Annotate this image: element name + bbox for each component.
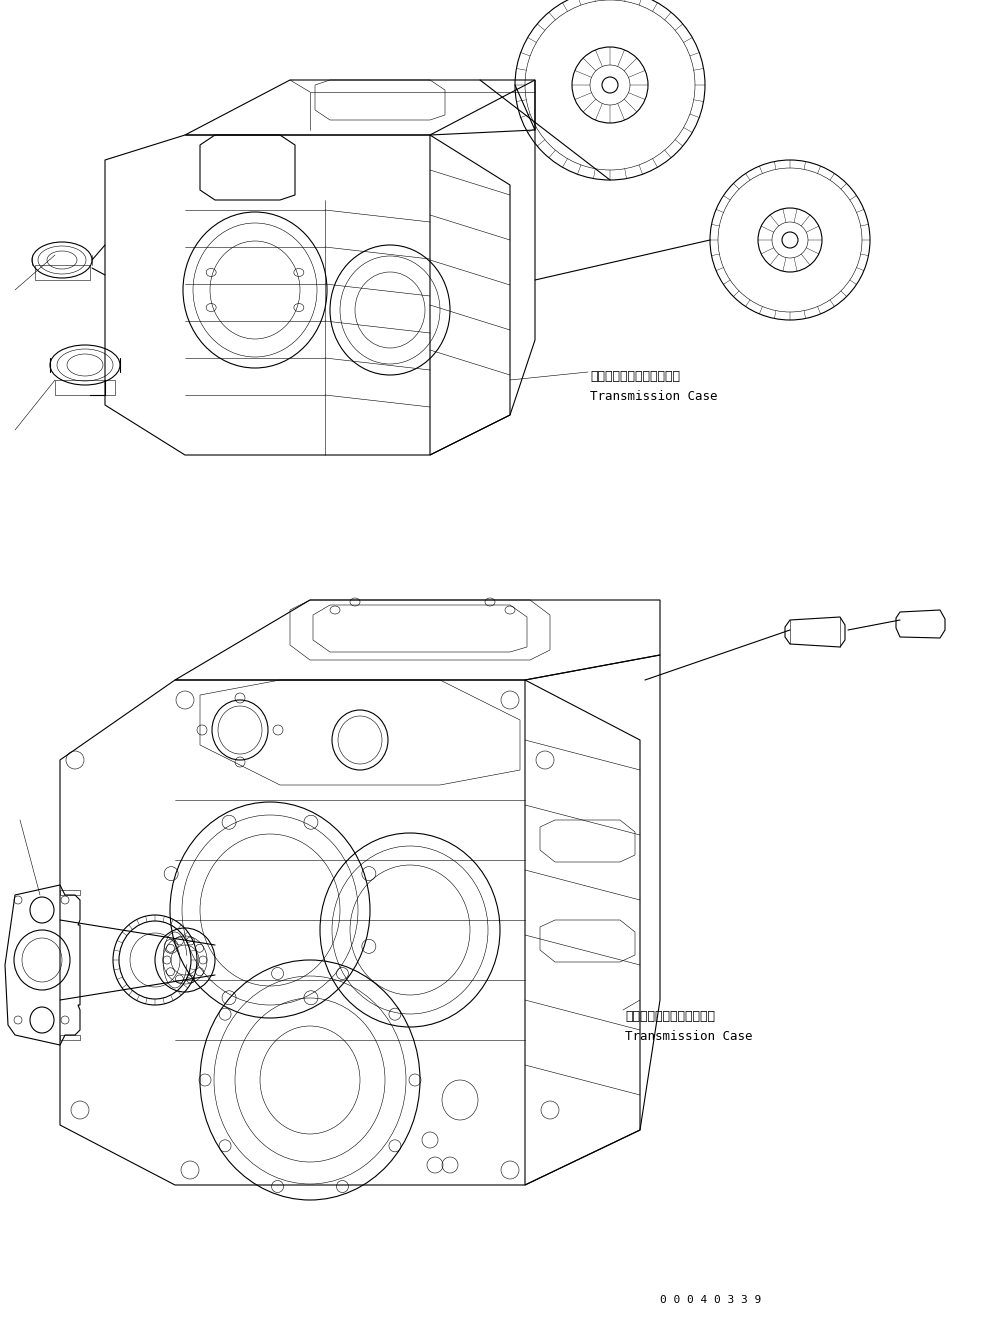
Text: 0 0 0 4 0 3 3 9: 0 0 0 4 0 3 3 9 [660,1295,762,1305]
Text: Transmission Case: Transmission Case [590,390,718,403]
Text: Transmission Case: Transmission Case [625,1030,753,1044]
Text: トランスミッションケース: トランスミッションケース [625,1011,715,1022]
Text: トランスミッションケース: トランスミッションケース [590,370,680,383]
